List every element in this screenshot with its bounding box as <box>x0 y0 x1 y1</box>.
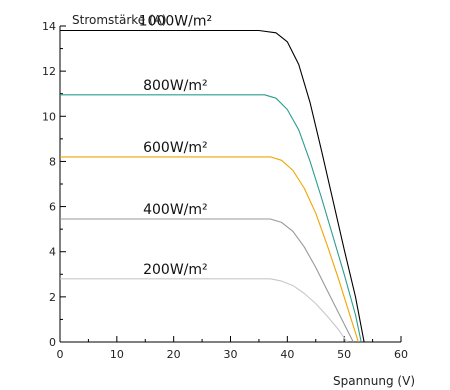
series-curve <box>60 278 348 343</box>
y-axis-title: Stromstärke (A) <box>72 13 167 27</box>
series-curve <box>60 218 354 343</box>
series-label: 200W/m² <box>143 262 208 278</box>
y-tick-label: 8 <box>49 155 56 168</box>
ticks: 0 10 20 30 40 50 60 0 2 4 6 8 10 12 14 <box>42 20 408 361</box>
series-label: 600W/m² <box>143 140 208 156</box>
series-curve <box>60 29 365 343</box>
x-tick-label: 60 <box>394 348 408 361</box>
curves <box>60 29 365 343</box>
x-tick-label: 0 <box>57 348 64 361</box>
y-tick-label: 4 <box>49 246 56 259</box>
x-tick-label: 40 <box>280 348 294 361</box>
y-tick-label: 6 <box>49 201 56 214</box>
series-curve <box>60 94 362 343</box>
labels: 1000W/m² 800W/m² 600W/m² 400W/m² 200W/m² <box>139 14 212 278</box>
series-label: 1000W/m² <box>139 14 212 30</box>
y-tick-label: 0 <box>49 336 56 349</box>
y-tick-label: 2 <box>49 291 56 304</box>
y-tick-label: 10 <box>42 110 56 123</box>
series-label: 800W/m² <box>143 78 208 94</box>
x-tick-label: 20 <box>167 348 181 361</box>
series-label: 400W/m² <box>143 202 208 218</box>
x-tick-label: 50 <box>337 348 351 361</box>
y-tick-label: 14 <box>42 20 56 33</box>
x-tick-label: 10 <box>110 348 124 361</box>
y-tick-label: 12 <box>42 65 56 78</box>
series-curve <box>60 156 359 343</box>
x-axis-title: Spannung (V) <box>333 374 415 388</box>
x-tick-label: 30 <box>224 348 238 361</box>
